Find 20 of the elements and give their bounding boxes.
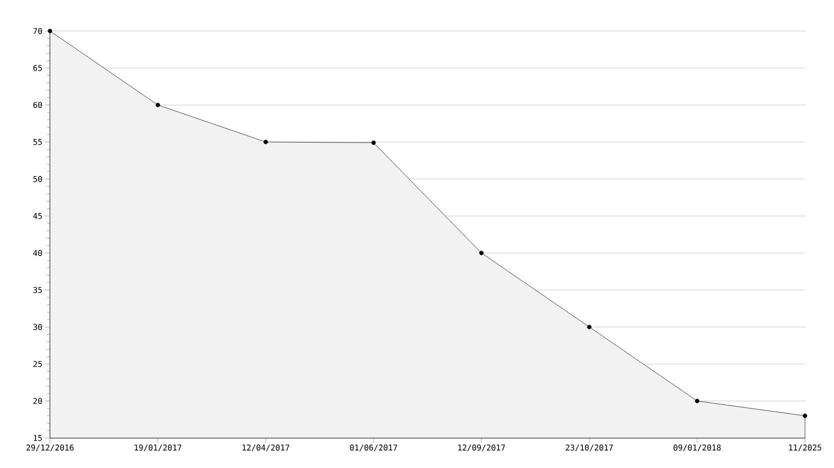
x-tick-label: 12/09/2017	[458, 444, 505, 452]
x-tick-label: 09/01/2018	[674, 444, 721, 452]
y-tick-label: 60	[33, 102, 42, 108]
y-tick-label: 35	[33, 286, 42, 294]
y-tick-label: 45	[33, 213, 42, 219]
x-tick-label: 23/10/2017	[566, 444, 613, 452]
x-tick-label: 12/04/2017	[242, 444, 290, 452]
y-tick-label: 50	[33, 176, 42, 182]
y-tick-label: 20	[33, 398, 42, 404]
y-tick-label: 30	[33, 324, 42, 330]
y-tick-label: 40	[33, 250, 42, 256]
x-tick-label: 01/06/2017	[350, 444, 398, 452]
y-tick-label: 70	[33, 28, 42, 34]
y-tick-label: 65	[33, 64, 42, 72]
x-tick-label: 19/01/2017	[134, 444, 182, 452]
y-tick-label: 15	[34, 435, 42, 441]
y-tick-label: 25	[33, 360, 42, 368]
x-tick-label: 11/2025	[789, 444, 822, 452]
y-tick-label: 55	[33, 139, 42, 145]
x-tick-label: 29/12/2016	[26, 444, 74, 452]
